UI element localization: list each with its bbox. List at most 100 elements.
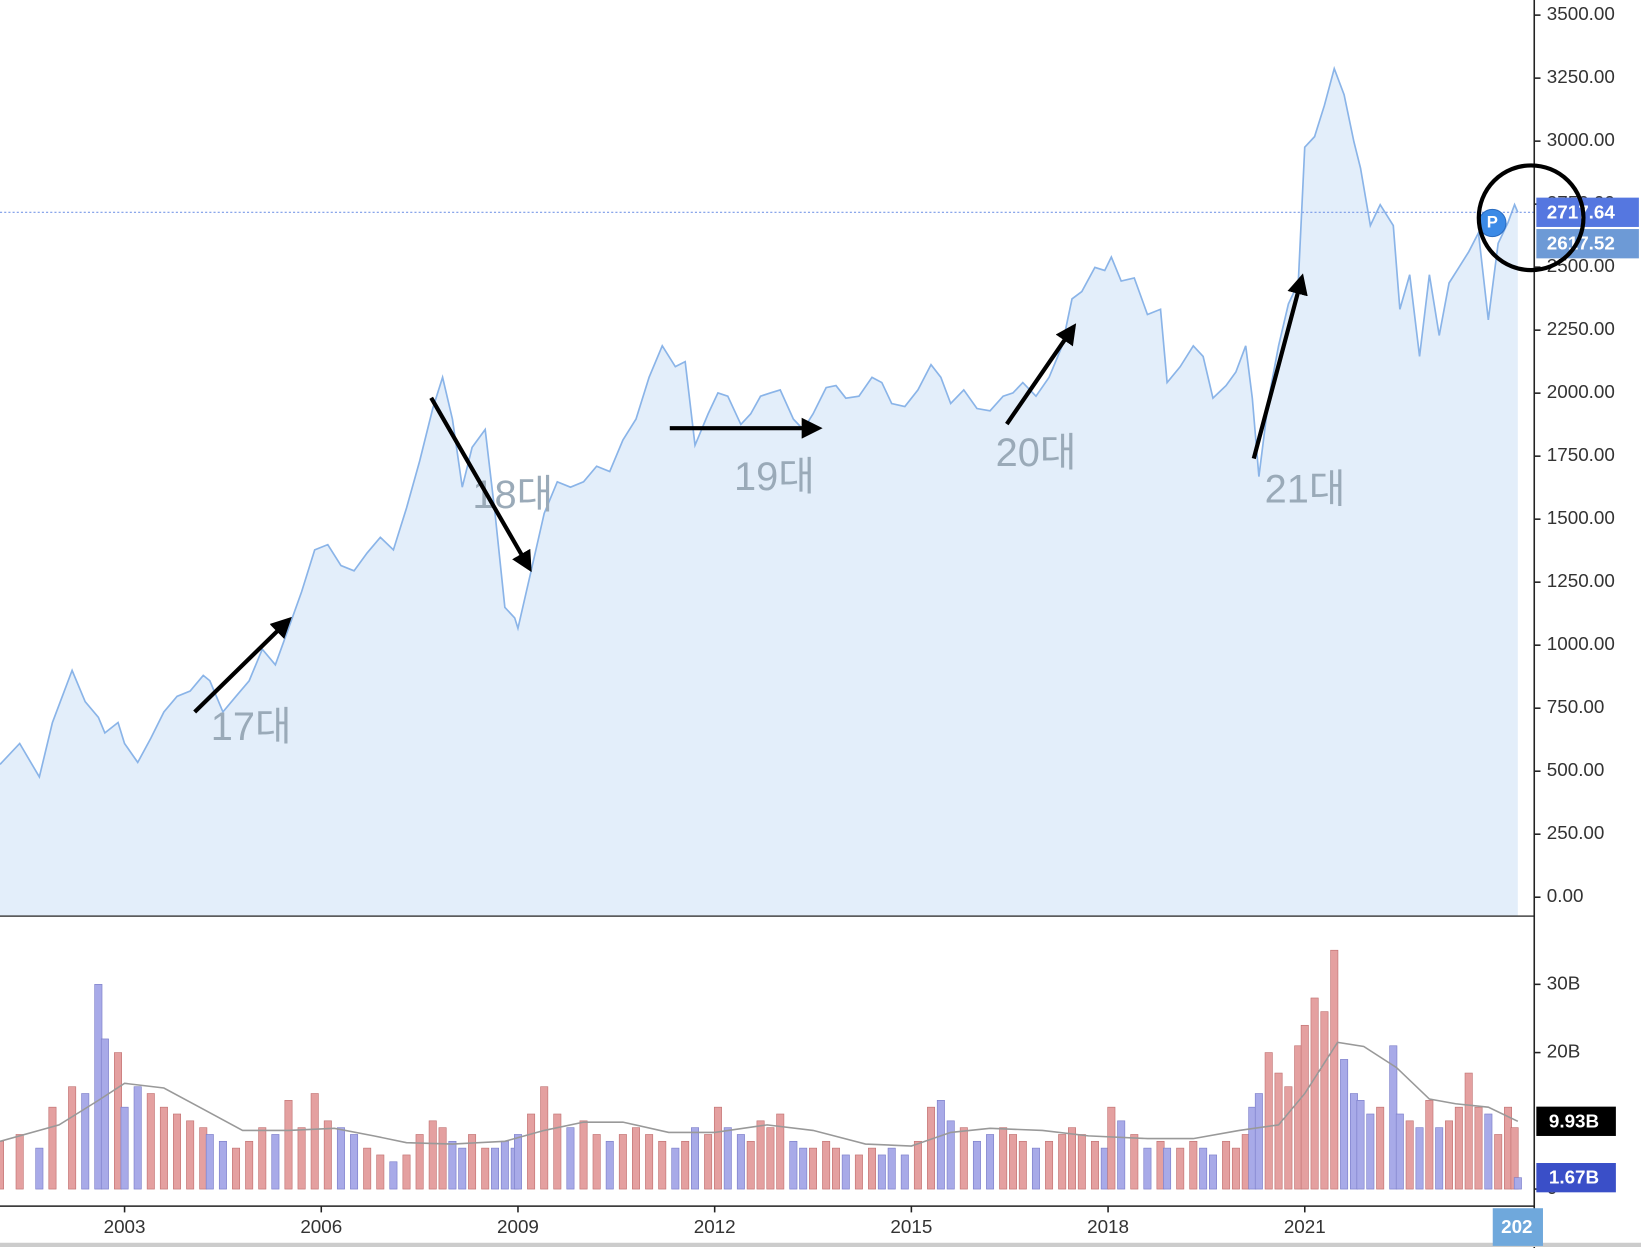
volume-bar bbox=[799, 1147, 808, 1190]
volume-bar bbox=[336, 1127, 345, 1190]
arrows bbox=[193, 273, 1308, 714]
volume-bar bbox=[428, 1120, 437, 1190]
volume-bar bbox=[114, 1052, 122, 1190]
x-tick-label: 2003 bbox=[104, 1216, 146, 1237]
volume-bar bbox=[1349, 1093, 1358, 1190]
volume-bar bbox=[1425, 1100, 1434, 1190]
volume-bar bbox=[350, 1134, 359, 1190]
volume-bar bbox=[877, 1154, 886, 1190]
volume-label: 9.93B bbox=[1549, 1110, 1599, 1131]
annotation: 21대 bbox=[1265, 468, 1346, 512]
annotation: 18대 bbox=[472, 473, 553, 517]
volume-bar bbox=[831, 1147, 840, 1190]
volume-bar bbox=[0, 1140, 4, 1190]
y-tick-label: 250.00 bbox=[1547, 822, 1605, 843]
volume-bar bbox=[481, 1147, 490, 1190]
volume-bar bbox=[1222, 1140, 1231, 1190]
y-tick-label: 1000.00 bbox=[1547, 633, 1615, 654]
volume-bar bbox=[173, 1113, 182, 1190]
price-pane: 0.00 250.00 500.00 750.00 1000.00 1250.00 1500… bbox=[0, 3, 1615, 917]
volume-bar bbox=[1045, 1140, 1054, 1190]
volume-bar bbox=[605, 1140, 614, 1190]
volume-bar bbox=[1130, 1134, 1139, 1190]
arrow bbox=[429, 396, 532, 573]
y-tick-label: 0.00 bbox=[1547, 885, 1584, 906]
volume-pane: 30B20B02003200620092012201520182021 bbox=[0, 949, 1581, 1237]
annotation: 19대 bbox=[734, 455, 815, 499]
price-label-box bbox=[1536, 197, 1639, 227]
volume-bar bbox=[1143, 1147, 1152, 1190]
volume-bar bbox=[438, 1127, 447, 1190]
volume-bar bbox=[1241, 1134, 1250, 1190]
x-marker-label: 202 bbox=[1501, 1216, 1532, 1237]
x-tick-label: 2009 bbox=[497, 1216, 539, 1237]
volume-bar bbox=[1513, 1177, 1522, 1190]
volume-bar bbox=[822, 1140, 831, 1190]
volume-bar bbox=[363, 1147, 372, 1190]
volume-bar bbox=[1248, 1106, 1257, 1190]
volume-bar bbox=[723, 1127, 732, 1190]
volume-bar bbox=[258, 1127, 267, 1190]
volume-bar bbox=[887, 1147, 896, 1190]
volume-bar bbox=[841, 1154, 850, 1190]
volume-bar bbox=[146, 1093, 155, 1190]
volume-bar bbox=[1176, 1147, 1185, 1190]
volume-bar bbox=[81, 1093, 90, 1190]
x-tick-label: 2021 bbox=[1284, 1216, 1326, 1237]
volume-bar bbox=[402, 1154, 411, 1190]
x-tick-label: 2006 bbox=[300, 1216, 342, 1237]
volume-bar bbox=[927, 1106, 936, 1190]
volume-bar bbox=[704, 1134, 713, 1190]
volume-bar bbox=[691, 1127, 699, 1190]
volume-ma-line bbox=[0, 1041, 1519, 1147]
volume-bar bbox=[271, 1134, 280, 1190]
volume-bar bbox=[986, 1134, 995, 1190]
volume-bar bbox=[671, 1147, 680, 1190]
volume-bar bbox=[310, 1093, 319, 1190]
volume-bar bbox=[1320, 1011, 1329, 1190]
volume-bar bbox=[100, 1038, 109, 1190]
volume-bar bbox=[1156, 1140, 1165, 1190]
highlight-circle bbox=[1476, 163, 1586, 273]
volume-bar bbox=[681, 1140, 690, 1190]
volume-bar bbox=[1415, 1127, 1424, 1190]
y-tick-label: 500.00 bbox=[1547, 759, 1605, 780]
volume-bar bbox=[205, 1134, 214, 1190]
volume-bar bbox=[133, 1086, 142, 1190]
annotation: 20대 bbox=[996, 431, 1077, 475]
volume-bar bbox=[618, 1134, 627, 1190]
volume-bar bbox=[1018, 1140, 1027, 1190]
arrow bbox=[193, 616, 292, 714]
volume-bar bbox=[736, 1134, 745, 1190]
x-tick-label: 2015 bbox=[890, 1216, 932, 1237]
y-tick-label: 3250.00 bbox=[1547, 66, 1615, 87]
price-area bbox=[0, 68, 1518, 917]
volume-bar bbox=[1107, 1106, 1116, 1190]
y-tick-label: 750.00 bbox=[1547, 696, 1605, 717]
y-tick-label: 2000.00 bbox=[1547, 381, 1615, 402]
volume-bar bbox=[566, 1127, 575, 1190]
volume-bar bbox=[35, 1147, 44, 1190]
volume-bar bbox=[854, 1154, 863, 1190]
y-tick-label: 1500.00 bbox=[1547, 507, 1615, 528]
volume-bar bbox=[1474, 1106, 1483, 1190]
y-tick-label: 20B bbox=[1547, 1041, 1581, 1062]
x-marker-box bbox=[1492, 1208, 1543, 1246]
volume-bar bbox=[232, 1147, 241, 1190]
volume-bar bbox=[15, 1134, 24, 1190]
volume-bar bbox=[500, 1140, 509, 1190]
volume-bar bbox=[323, 1120, 332, 1190]
volume-bar bbox=[1284, 1086, 1293, 1190]
volume-bar bbox=[809, 1147, 817, 1190]
volume-bar bbox=[1395, 1113, 1404, 1190]
price-line bbox=[0, 65, 1519, 780]
volume-bar bbox=[1009, 1134, 1017, 1190]
volume-bar bbox=[1356, 1100, 1365, 1190]
volume-bar bbox=[1330, 949, 1339, 1190]
y-tick-label: 1750.00 bbox=[1547, 444, 1615, 465]
volume-bar bbox=[527, 1113, 536, 1190]
volume-bar bbox=[1464, 1072, 1473, 1190]
volume-bar bbox=[284, 1100, 293, 1190]
volume-bar bbox=[776, 1113, 785, 1190]
